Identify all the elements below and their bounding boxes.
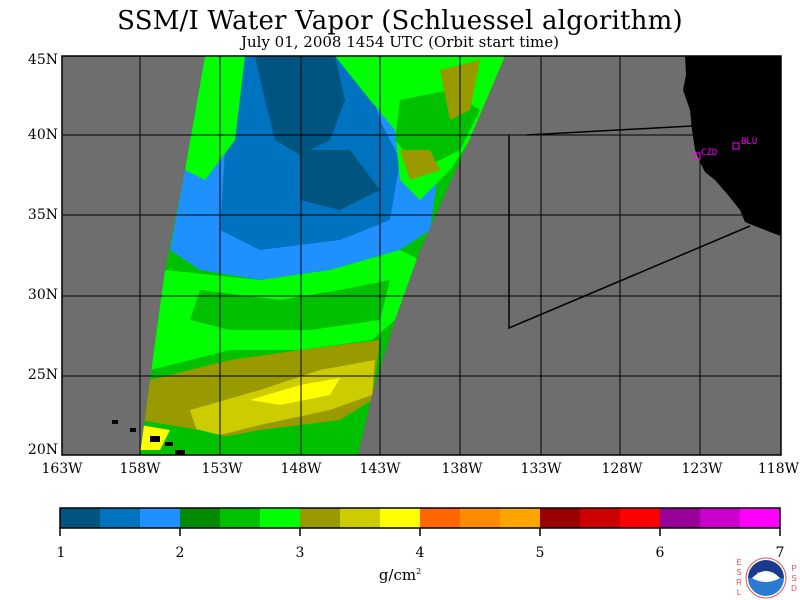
colorbar-swatch (180, 508, 221, 528)
lon-label-158w: 158W (119, 461, 161, 477)
colorbar-swatch (420, 508, 461, 528)
lat-label-20n: 20N (27, 442, 58, 458)
logo-text-psd: PSD (790, 564, 798, 594)
lat-label-45n: 45N (27, 52, 58, 68)
colorbar-swatch (300, 508, 341, 528)
colorbar-tick-6: 6 (655, 545, 665, 561)
lat-label-40n: 40N (27, 127, 58, 143)
colorbar (60, 508, 781, 528)
colorbar-units: g/cm2 (370, 566, 430, 584)
colorbar-swatch (100, 508, 141, 528)
logo-right-text: PSD (791, 564, 797, 593)
colorbar-tick-2: 2 (175, 545, 185, 561)
colorbar-tick-4: 4 (415, 545, 425, 561)
colorbar-tick-7: 7 (775, 545, 785, 561)
lon-label-128w: 128W (601, 461, 643, 477)
colorbar-swatch (540, 508, 581, 528)
lon-label-133w: 133W (520, 461, 562, 477)
lon-label-163w: 163W (41, 461, 83, 477)
colorbar-swatch (140, 508, 181, 528)
noaa-esrl-psd-logo: ESRL PSD NOAA (732, 556, 800, 600)
lat-label-25n: 25N (27, 367, 58, 383)
hawaii-islands (112, 420, 185, 455)
colorbar-swatch (380, 508, 421, 528)
lat-label-30n: 30N (27, 287, 58, 303)
colorbar-swatch (660, 508, 701, 528)
site-label-blu: BLU (741, 137, 758, 147)
colorbar-swatch (260, 508, 301, 528)
logo-center-text: NOAA (757, 573, 775, 579)
colorbar-swatch (580, 508, 621, 528)
site-label-czd: CZD (701, 148, 718, 158)
map-border (61, 55, 782, 456)
units-text: g/cm (378, 566, 417, 584)
lon-label-123w: 123W (681, 461, 723, 477)
lon-label-153w: 153W (201, 461, 243, 477)
lon-label-143w: 143W (359, 461, 401, 477)
land-california (683, 56, 781, 236)
lon-label-148w: 148W (280, 461, 322, 477)
colorbar-swatch (740, 508, 781, 528)
colorbar-swatch (60, 508, 101, 528)
lat-label-35n: 35N (27, 207, 58, 223)
site-marker-czd (693, 152, 701, 160)
units-superscript: 2 (416, 567, 422, 576)
colorbar-swatch (620, 508, 661, 528)
colorbar-swatch (460, 508, 501, 528)
colorbar-swatch (700, 508, 741, 528)
map-title: SSM/I Water Vapor (Schluessel algorithm) (117, 6, 683, 36)
logo-left-text: ESRL (736, 558, 742, 597)
colorbar-swatch (220, 508, 261, 528)
noaa-logo-icon (745, 557, 787, 599)
colorbar-tick-1: 1 (56, 545, 66, 561)
map-subtitle: July 01, 2008 1454 UTC (Orbit start time… (240, 33, 560, 51)
colorbar-tick-5: 5 (535, 545, 545, 561)
site-marker-blu (732, 142, 740, 150)
domain-lines (508, 125, 751, 330)
colorbar-swatch (500, 508, 541, 528)
lon-label-138w: 138W (441, 461, 483, 477)
logo-text-esrl: ESRL (735, 558, 743, 598)
colorbar-tick-3: 3 (295, 545, 305, 561)
lon-label-118w: 118W (757, 461, 799, 477)
region-dry-core (255, 56, 345, 155)
colorbar-swatch (340, 508, 381, 528)
